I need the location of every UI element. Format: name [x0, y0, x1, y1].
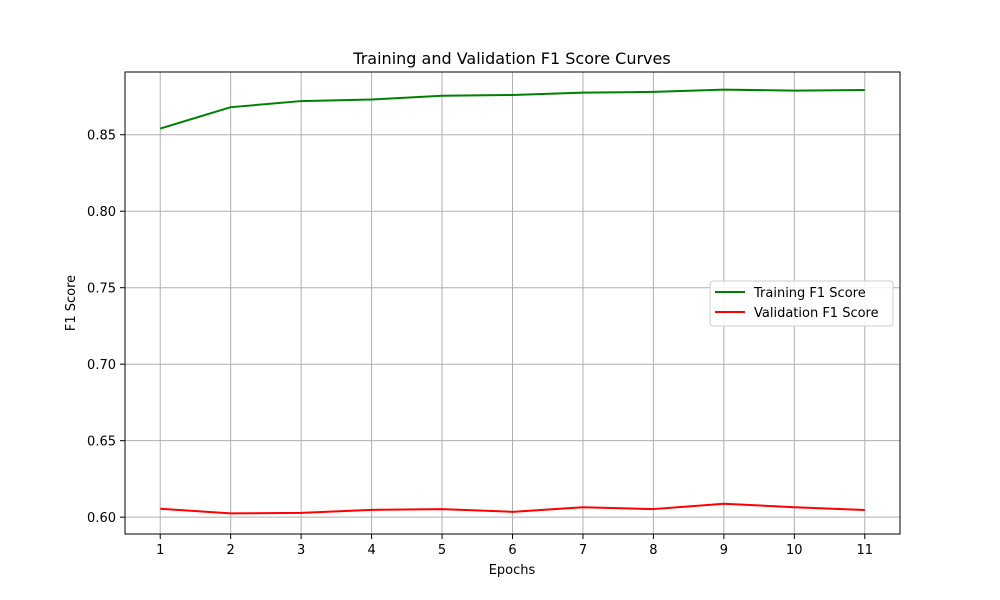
grid-layer	[125, 72, 900, 534]
y-tick-label: 0.85	[87, 129, 116, 144]
x-axis-ticks: 1 2 3 4 5 6 7 8 9 10 11	[156, 534, 873, 558]
x-tick-label: 4	[367, 543, 375, 558]
x-tick-label: 1	[156, 543, 164, 558]
x-tick-label: 5	[438, 543, 446, 558]
x-tick-label: 6	[508, 543, 516, 558]
y-axis-label: F1 Score	[64, 275, 79, 331]
legend-label-training: Training F1 Score	[753, 286, 866, 301]
series-line-training	[159, 88, 865, 130]
chart-title: Training and Validation F1 Score Curves	[352, 49, 670, 68]
series-line-validation	[160, 502, 865, 515]
legend-box	[709, 280, 894, 327]
legend: Training F1 Score Validation F1 Score	[709, 280, 894, 327]
x-tick-label: 10	[786, 543, 803, 558]
legend-label-validation: Validation F1 Score	[754, 306, 879, 321]
x-tick-label: 2	[227, 543, 235, 558]
x-tick-label: 3	[297, 543, 305, 558]
x-tick-label: 9	[720, 543, 728, 558]
y-tick-label: 0.65	[87, 435, 116, 450]
y-tick-label: 0.80	[87, 205, 116, 220]
y-tick-label: 0.60	[87, 511, 116, 526]
x-tick-label: 8	[649, 543, 657, 558]
y-axis-ticks: 0.60 0.65 0.70 0.75 0.80 0.85	[87, 129, 125, 526]
y-tick-label: 0.70	[87, 358, 116, 373]
series-layer	[159, 88, 865, 515]
x-axis-label: Epochs	[489, 563, 536, 578]
y-tick-label: 0.75	[87, 282, 116, 297]
x-tick-label: 11	[856, 543, 873, 558]
x-tick-label: 7	[579, 543, 587, 558]
